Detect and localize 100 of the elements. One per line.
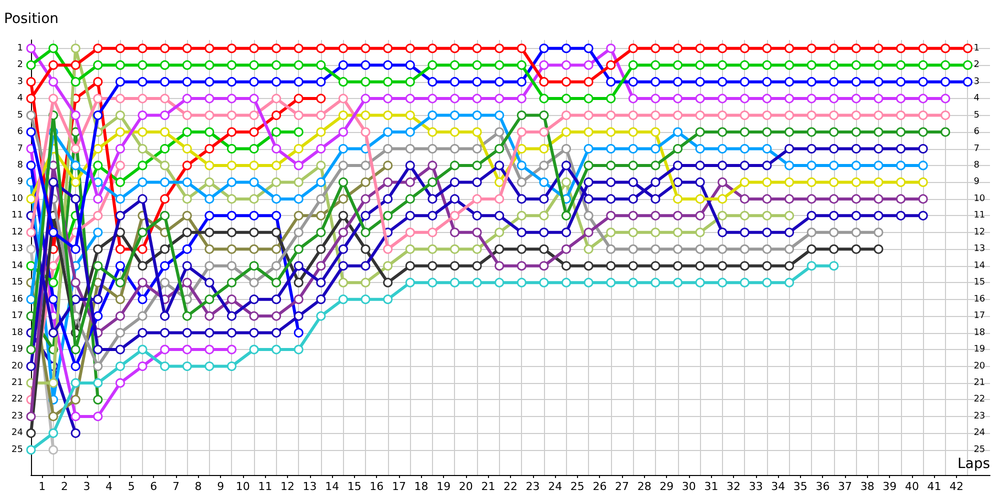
- y2-tick-label: 18: [974, 328, 986, 338]
- point: [93, 144, 103, 154]
- point: [472, 278, 482, 288]
- point: [650, 261, 660, 271]
- point: [539, 144, 549, 154]
- point: [740, 194, 750, 204]
- point: [940, 77, 950, 87]
- point: [450, 278, 460, 288]
- point: [160, 94, 170, 104]
- point: [26, 194, 36, 204]
- point: [70, 278, 80, 288]
- point: [584, 160, 594, 170]
- point: [294, 261, 304, 271]
- y2-tick-label: 20: [974, 361, 986, 372]
- point: [272, 160, 282, 170]
- point: [784, 194, 794, 204]
- point: [48, 278, 58, 288]
- point: [383, 244, 393, 254]
- point: [294, 210, 304, 220]
- point: [628, 94, 638, 104]
- point: [673, 244, 683, 254]
- point: [673, 177, 683, 187]
- point: [806, 77, 816, 87]
- point: [272, 344, 282, 354]
- point: [272, 177, 282, 187]
- point: [48, 94, 58, 104]
- point: [160, 77, 170, 87]
- y-tick-label: 5: [17, 110, 23, 120]
- point: [226, 44, 236, 54]
- point: [115, 94, 125, 104]
- point: [93, 60, 103, 70]
- point: [48, 428, 58, 438]
- point: [428, 77, 438, 87]
- point: [138, 110, 148, 120]
- point: [428, 210, 438, 220]
- point: [628, 127, 638, 137]
- point: [428, 244, 438, 254]
- point: [584, 228, 594, 238]
- point: [360, 210, 370, 220]
- point: [695, 144, 705, 154]
- point: [940, 110, 950, 120]
- point: [806, 127, 816, 137]
- point: [918, 44, 928, 54]
- point: [740, 127, 750, 137]
- point: [360, 278, 370, 288]
- point: [26, 94, 36, 104]
- point: [740, 244, 750, 254]
- point: [428, 194, 438, 204]
- y-tick-label: 14: [12, 260, 24, 271]
- point: [272, 294, 282, 304]
- point: [584, 110, 594, 120]
- point: [762, 210, 772, 220]
- point: [226, 60, 236, 70]
- point: [472, 127, 482, 137]
- point: [829, 60, 839, 70]
- point: [93, 244, 103, 254]
- y2-tick-label: 3: [974, 76, 980, 87]
- point: [450, 44, 460, 54]
- point: [806, 244, 816, 254]
- point: [249, 77, 259, 87]
- point: [182, 261, 192, 271]
- point: [695, 94, 705, 104]
- point: [562, 261, 572, 271]
- x-tick-label: 40: [904, 480, 919, 493]
- point: [896, 127, 906, 137]
- point: [584, 261, 594, 271]
- point: [673, 210, 683, 220]
- point: [26, 344, 36, 354]
- point: [584, 94, 594, 104]
- point: [294, 160, 304, 170]
- point: [673, 60, 683, 70]
- point: [138, 228, 148, 238]
- point: [896, 77, 906, 87]
- point: [93, 344, 103, 354]
- point: [26, 362, 36, 371]
- point: [249, 177, 259, 187]
- point: [494, 278, 504, 288]
- point: [338, 110, 348, 120]
- point: [494, 144, 504, 154]
- point: [606, 210, 616, 220]
- point: [562, 127, 572, 137]
- point: [539, 94, 549, 104]
- point: [562, 94, 572, 104]
- y2-tick-label: 12: [974, 227, 986, 238]
- point: [695, 160, 705, 170]
- point: [383, 60, 393, 70]
- point: [695, 278, 705, 288]
- point: [405, 177, 415, 187]
- point: [650, 194, 660, 204]
- point: [695, 60, 705, 70]
- point: [829, 210, 839, 220]
- point: [628, 77, 638, 87]
- point: [851, 110, 861, 120]
- point: [383, 261, 393, 271]
- y-tick-label: 4: [17, 94, 24, 104]
- y-tick-label: 15: [12, 278, 23, 288]
- point: [539, 77, 549, 87]
- point: [428, 228, 438, 238]
- point: [784, 94, 794, 104]
- point: [516, 261, 526, 271]
